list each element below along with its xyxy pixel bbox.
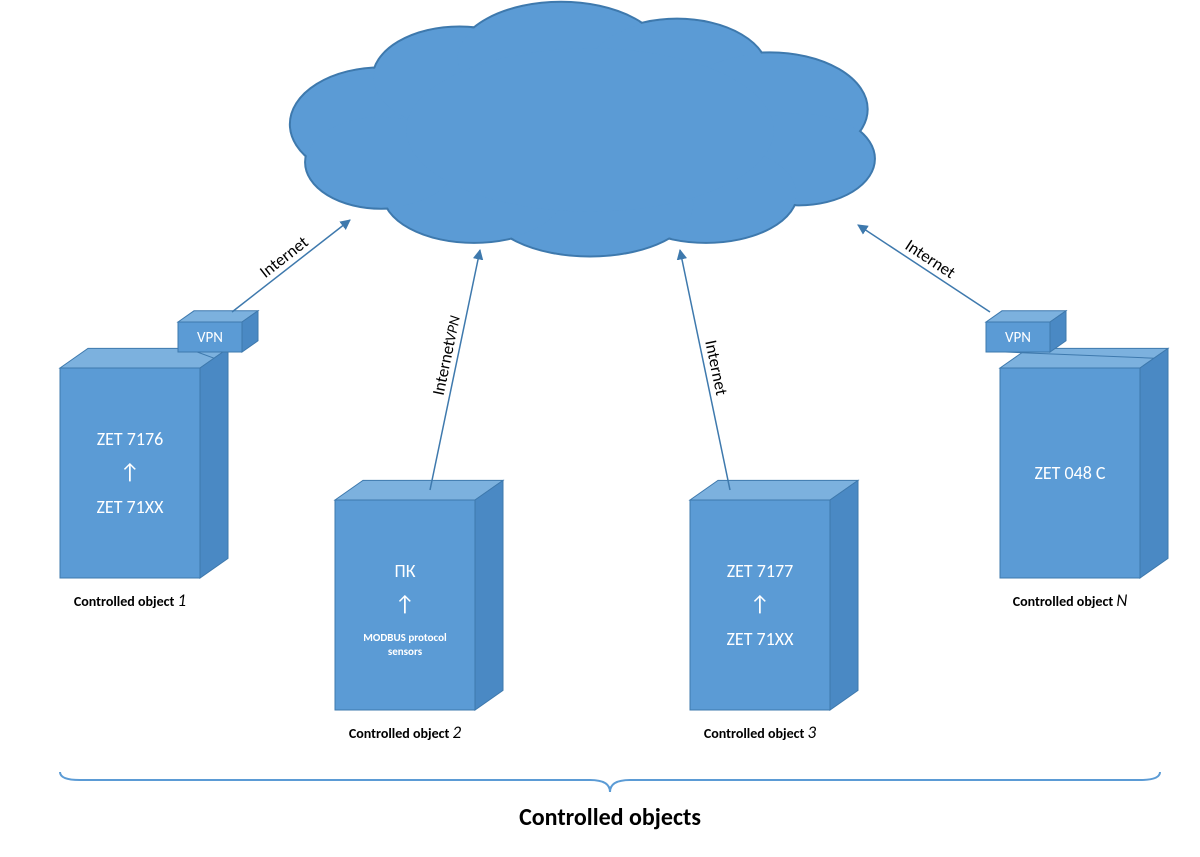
box-obj3-label: ZET 71XX xyxy=(727,628,795,650)
arrow-label: Internet xyxy=(255,231,312,282)
box-obj2-label: ПК xyxy=(395,560,416,582)
caption-obj1: Controlled object 1 xyxy=(74,590,186,611)
box-obj1-label: ZET 71XX xyxy=(97,496,165,518)
caption-objN: Controlled object N xyxy=(1013,590,1128,611)
vpn-vpn1-label: VPN xyxy=(197,329,223,347)
box-obj2: ПК ↑ MODBUS protocolsensors xyxy=(335,480,503,710)
box-obj3-label: ZET 7177 xyxy=(727,560,794,582)
box-objN-label: ZET 048 C xyxy=(1034,462,1105,484)
footer-label: Controlled objects xyxy=(519,803,701,832)
arrow-a4: Internet xyxy=(858,225,990,312)
box-obj2-label: sensors xyxy=(388,645,423,658)
box-obj2-label: ↑ xyxy=(395,590,415,617)
caption-obj3: Controlled object 3 xyxy=(704,722,817,743)
vpn-vpnN-label: VPN xyxy=(1005,329,1031,347)
arrow-a2: InternetVPN xyxy=(428,250,480,490)
arrow-a1: Internet xyxy=(232,220,350,312)
cloud xyxy=(290,2,875,257)
box-obj1: ZET 7176 ↑ ZET 71XX xyxy=(60,348,228,578)
box-objN: ZET 048 C xyxy=(1000,348,1168,578)
box-obj3: ZET 7177 ↑ ZET 71XX xyxy=(690,480,858,710)
brace xyxy=(60,772,1160,792)
caption-obj2: Controlled object 2 xyxy=(349,722,462,743)
arrow-a3: Internet xyxy=(680,250,732,490)
vpn-vpnN: VPN xyxy=(986,311,1066,352)
vpn-vpn1: VPN xyxy=(178,311,258,352)
box-obj1-label: ZET 7176 xyxy=(97,428,164,450)
box-obj3-label: ↑ xyxy=(750,590,770,617)
box-obj1-label: ↑ xyxy=(120,458,140,485)
box-obj2-label: MODBUS protocol xyxy=(363,631,447,644)
